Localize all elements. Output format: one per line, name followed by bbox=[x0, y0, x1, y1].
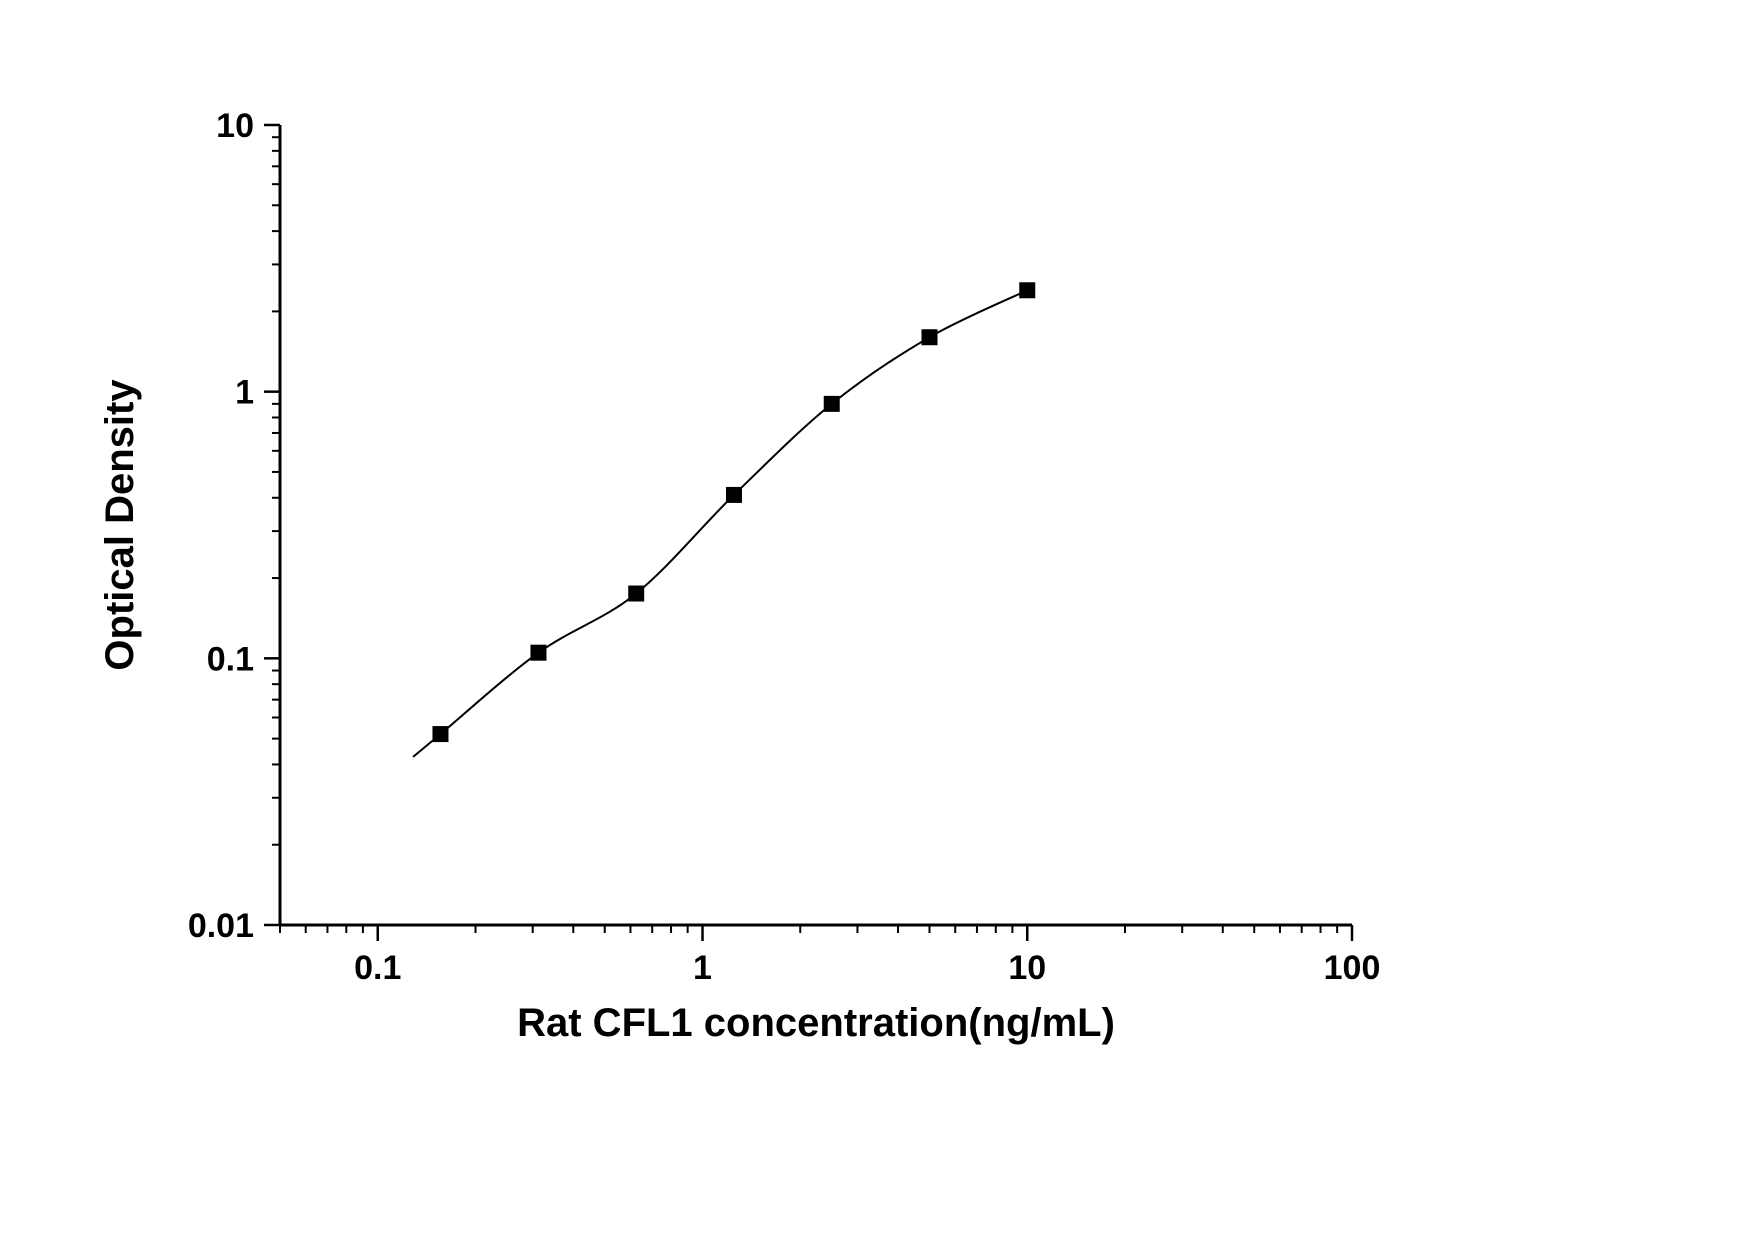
data-point-marker bbox=[1019, 282, 1036, 299]
data-point-marker bbox=[432, 726, 449, 743]
x-tick-label: 10 bbox=[1008, 949, 1046, 987]
plot-content: 0.1 1 10 100 0.01 0.1 1 10 bbox=[188, 107, 1381, 987]
y-tick-label: 0.1 bbox=[207, 640, 254, 678]
x-tick-label: 0.1 bbox=[354, 949, 401, 987]
x-axis-title: Rat CFL1 concentration(ng/mL) bbox=[517, 1001, 1115, 1045]
data-point-marker bbox=[921, 329, 938, 346]
x-tick-label: 100 bbox=[1324, 949, 1381, 987]
data-point-marker bbox=[628, 585, 645, 602]
y-tick-label: 10 bbox=[216, 107, 254, 145]
fit-curve bbox=[412, 289, 1028, 758]
y-tick-label: 1 bbox=[235, 374, 254, 412]
y-axis-title: Optical Density bbox=[98, 379, 142, 671]
y-tick-label: 0.01 bbox=[188, 907, 254, 945]
data-point-marker bbox=[725, 486, 742, 503]
x-tick-label: 1 bbox=[693, 949, 712, 987]
data-point-marker bbox=[530, 644, 547, 661]
data-point-marker bbox=[823, 395, 840, 412]
